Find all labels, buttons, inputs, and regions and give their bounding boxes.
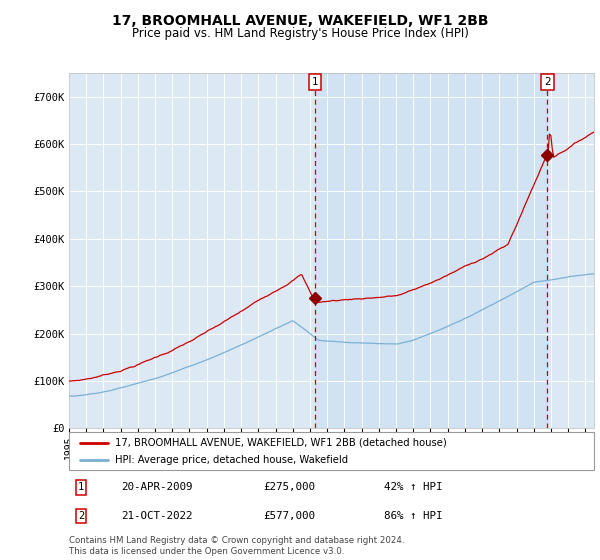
Text: £275,000: £275,000 [263,483,315,492]
Text: 17, BROOMHALL AVENUE, WAKEFIELD, WF1 2BB: 17, BROOMHALL AVENUE, WAKEFIELD, WF1 2BB [112,14,488,28]
FancyBboxPatch shape [69,432,594,470]
Text: 20-APR-2009: 20-APR-2009 [121,483,193,492]
Text: 86% ↑ HPI: 86% ↑ HPI [384,511,443,521]
Bar [315,73,547,428]
Text: 1: 1 [311,77,318,87]
Text: 1: 1 [78,483,84,492]
Text: £577,000: £577,000 [263,511,315,521]
Text: 2: 2 [544,77,551,87]
Text: Price paid vs. HM Land Registry's House Price Index (HPI): Price paid vs. HM Land Registry's House … [131,27,469,40]
Text: Contains HM Land Registry data © Crown copyright and database right 2024.
This d: Contains HM Land Registry data © Crown c… [69,536,404,556]
Text: 42% ↑ HPI: 42% ↑ HPI [384,483,443,492]
Text: 21-OCT-2022: 21-OCT-2022 [121,511,193,521]
Text: 2: 2 [78,511,84,521]
Text: 17, BROOMHALL AVENUE, WAKEFIELD, WF1 2BB (detached house): 17, BROOMHALL AVENUE, WAKEFIELD, WF1 2BB… [115,437,447,447]
Text: HPI: Average price, detached house, Wakefield: HPI: Average price, detached house, Wake… [115,455,349,465]
